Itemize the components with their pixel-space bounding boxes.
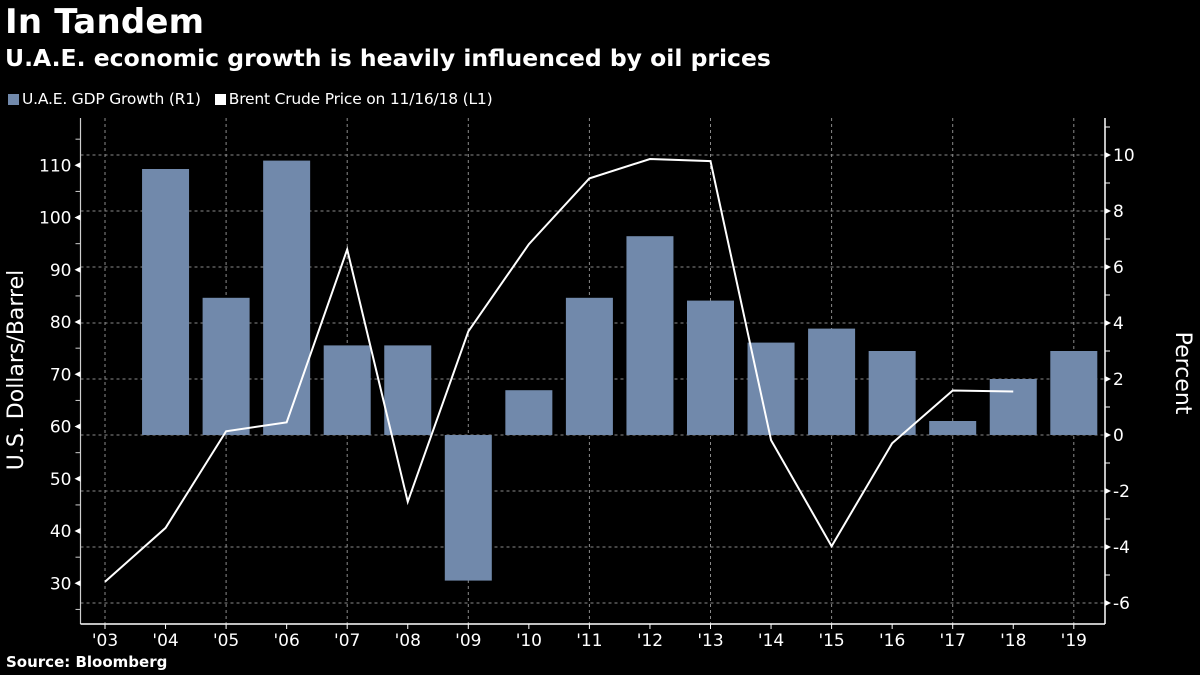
legend-item-gdp-growth: U.A.E. GDP Growth (R1) xyxy=(8,90,201,108)
x-tick-label: '04 xyxy=(152,631,178,651)
x-tick-label: '08 xyxy=(395,631,421,651)
x-tick-label: '18 xyxy=(1000,631,1026,651)
legend-swatch-brent-price xyxy=(214,93,226,105)
right-tick-label: 0 xyxy=(1113,426,1124,446)
legend-label-brent-price: Brent Crude Price on 11/16/18 (L1) xyxy=(228,90,493,108)
x-tick-label: '10 xyxy=(516,631,542,651)
right-tick-label: -2 xyxy=(1113,482,1130,502)
gdp-bar xyxy=(687,300,734,435)
right-tick-marker xyxy=(1105,208,1111,214)
right-tick-label: 2 xyxy=(1113,370,1124,390)
left-tick-marker xyxy=(74,423,81,430)
gdp-bar xyxy=(868,351,916,435)
left-tick-marker xyxy=(74,214,81,221)
gdp-bar xyxy=(989,379,1037,435)
left-tick-label: 50 xyxy=(50,470,72,490)
right-tick-marker xyxy=(1105,152,1111,158)
right-tick-marker xyxy=(1105,544,1111,550)
left-tick-marker xyxy=(74,266,81,273)
right-tick-label: 4 xyxy=(1113,314,1124,334)
x-tick-label: '16 xyxy=(879,631,905,651)
x-tick-label: '09 xyxy=(455,631,481,651)
right-tick-marker xyxy=(1105,600,1111,606)
x-tick-label: '07 xyxy=(334,631,360,651)
gdp-bar xyxy=(263,160,311,435)
legend-item-brent-price: Brent Crude Price on 11/16/18 (L1) xyxy=(214,90,493,108)
right-tick-marker xyxy=(1105,488,1111,494)
right-tick-label: 8 xyxy=(1113,202,1124,222)
right-tick-marker xyxy=(1105,432,1111,438)
gdp-bar xyxy=(808,328,856,435)
left-tick-marker xyxy=(74,475,81,482)
right-tick-marker xyxy=(1105,320,1111,326)
left-tick-label: 60 xyxy=(50,418,72,438)
chart-title: In Tandem xyxy=(5,2,205,42)
source-note: Source: Bloomberg xyxy=(6,653,168,671)
right-tick-label: -6 xyxy=(1113,594,1130,614)
right-axis-title: Percent xyxy=(1170,332,1195,415)
price-line-group xyxy=(104,158,1014,583)
left-tick-label: 90 xyxy=(50,261,72,281)
x-tick-label: '14 xyxy=(758,631,784,651)
left-axis-title: U.S. Dollars/Barrel xyxy=(4,270,29,471)
left-tick-marker xyxy=(74,528,81,535)
left-tick-label: 40 xyxy=(50,522,72,542)
x-tick-label: '12 xyxy=(637,631,663,651)
price-line xyxy=(104,158,1014,583)
x-tick-label: '03 xyxy=(92,631,118,651)
left-tick-marker xyxy=(74,580,81,587)
x-tick-label: '15 xyxy=(818,631,844,651)
legend-swatch-gdp-growth xyxy=(8,93,19,105)
x-tick-label: '11 xyxy=(576,631,602,651)
x-tick-label: '13 xyxy=(697,631,723,651)
gdp-bar xyxy=(626,236,674,435)
gdp-bar xyxy=(323,345,371,435)
x-tick-label: '19 xyxy=(1061,631,1087,651)
gdp-bar xyxy=(384,345,432,435)
axes: 30 40 50 60 70 80 90 100 110 -6 -4 -2 0 2 4 6 8 10 '03 '04 '… xyxy=(39,118,1135,651)
left-tick-label: 100 xyxy=(39,209,71,229)
gdp-bar xyxy=(142,169,190,435)
left-tick-marker xyxy=(74,162,81,169)
right-tick-label: 6 xyxy=(1113,258,1124,278)
left-tick-label: 110 xyxy=(39,156,71,176)
legend: U.A.E. GDP Growth (R1) Brent Crude Price… xyxy=(8,90,506,108)
right-tick-marker xyxy=(1105,376,1111,382)
gdp-bar xyxy=(565,297,613,435)
gdp-bar xyxy=(929,421,977,435)
gdp-bar xyxy=(1050,351,1098,435)
right-tick-marker xyxy=(1105,264,1111,270)
right-tick-label: -4 xyxy=(1113,538,1130,558)
gdp-bar xyxy=(747,342,795,435)
x-tick-label: '06 xyxy=(273,631,299,651)
left-tick-marker xyxy=(74,371,81,378)
left-tick-label: 80 xyxy=(50,313,72,333)
gdp-bar xyxy=(505,390,553,435)
chart-subtitle: U.A.E. economic growth is heavily influe… xyxy=(5,44,771,72)
left-tick-label: 70 xyxy=(50,365,72,385)
gdp-bar xyxy=(202,297,250,435)
gdp-bar xyxy=(444,435,492,581)
gdp-bars xyxy=(142,160,1098,581)
left-tick-label: 30 xyxy=(50,574,72,594)
x-tick-label: '05 xyxy=(213,631,239,651)
x-tick-label: '17 xyxy=(940,631,966,651)
legend-label-gdp-growth: U.A.E. GDP Growth (R1) xyxy=(22,90,201,108)
right-tick-label: 10 xyxy=(1113,146,1135,166)
left-tick-marker xyxy=(74,319,81,326)
